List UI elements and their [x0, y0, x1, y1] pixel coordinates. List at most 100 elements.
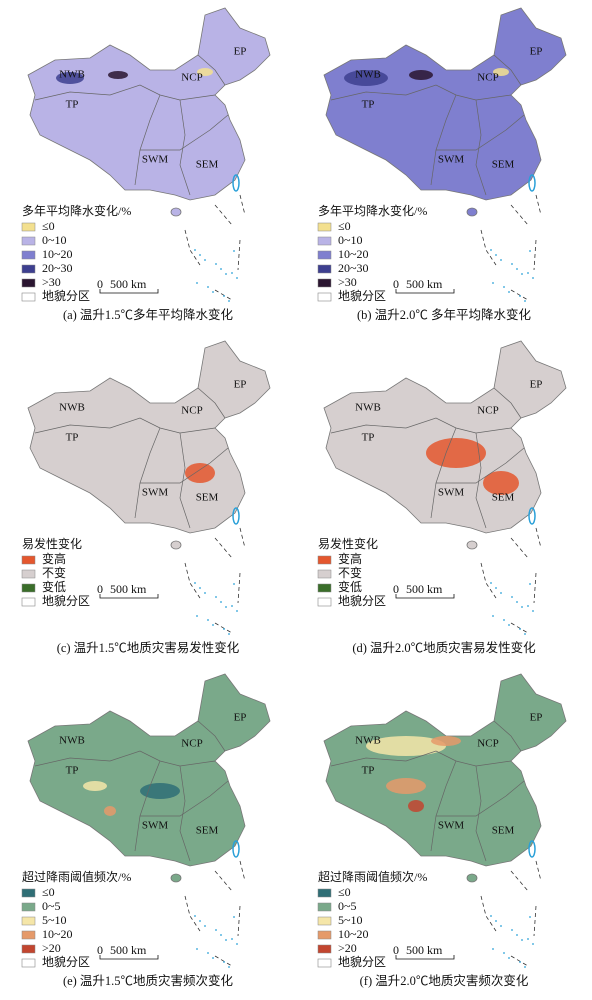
taiwan [232, 840, 240, 858]
legend-swatch [21, 555, 36, 565]
island [199, 254, 201, 256]
taiwan [232, 174, 240, 192]
sea-border [480, 527, 542, 634]
island [231, 605, 233, 607]
panel: NWB EP NCP TP SWM SEM 超过降雨阈值频次/%≤00~55~1010~20… [317, 673, 567, 988]
region-boundary [475, 432, 487, 529]
legend-label: 10~20 [42, 247, 73, 261]
legend-swatch [21, 250, 36, 260]
island [532, 277, 534, 279]
legend-title: 超过降雨阈值频次/% [318, 869, 427, 884]
legend-swatch [21, 597, 36, 607]
sea-border [184, 194, 246, 301]
legend-swatch [21, 930, 36, 940]
island [228, 966, 230, 968]
scale-label: 0 [393, 277, 399, 291]
island [194, 249, 196, 251]
legend-swatch [21, 916, 36, 926]
island [516, 934, 518, 936]
island [492, 615, 494, 617]
legend-title: 超过降雨阈值频次/% [22, 869, 131, 884]
legend-title: 易发性变化 [318, 536, 378, 551]
region-label: NCP [181, 738, 202, 750]
legend-swatch [21, 222, 36, 232]
map-patch [408, 800, 424, 812]
legend-label: 地貌分区 [42, 593, 90, 608]
region-boundary [140, 780, 229, 817]
legend-label: 20~30 [338, 261, 369, 275]
legend-swatch [21, 902, 36, 912]
scale-bar [395, 594, 455, 599]
island [215, 929, 217, 931]
legend-swatch [317, 888, 332, 898]
legend-swatch [317, 569, 332, 579]
legend-label: ≤0 [42, 885, 55, 899]
island [233, 916, 235, 918]
region-boundary [475, 765, 487, 862]
taiwan [528, 507, 536, 525]
panel: NWB EP NCP TP SWM SEM 多年平均降水变化/%≤00~1010~2020~… [21, 7, 271, 322]
island [194, 915, 196, 917]
island [500, 259, 502, 261]
region-label: SWM [438, 154, 465, 166]
country-outline [323, 340, 567, 534]
region-label: NCP [477, 72, 498, 84]
legend-swatch [317, 583, 332, 593]
island [225, 606, 227, 608]
region-label: NWB [355, 69, 381, 81]
island [223, 628, 225, 630]
sea-border [184, 527, 246, 634]
island [212, 957, 214, 959]
legend-swatch [21, 264, 36, 274]
country-outline [27, 673, 271, 867]
island [529, 250, 531, 252]
hainan [466, 540, 478, 550]
legend-swatch [317, 250, 332, 260]
map-patch [140, 783, 180, 799]
island [196, 948, 198, 950]
legend-label: 0~5 [338, 899, 357, 913]
legend-label: 地貌分区 [338, 954, 386, 969]
scale-label: 500 km [406, 277, 443, 291]
legend-label: 地貌分区 [42, 954, 90, 969]
map-patch [104, 806, 116, 816]
scale-bar [99, 289, 159, 294]
island [228, 300, 230, 302]
caption: (a) 温升1.5℃多年平均降水变化 [63, 307, 234, 322]
island [503, 286, 505, 288]
island [199, 920, 201, 922]
scale-label: 500 km [406, 943, 443, 957]
legend-swatch [21, 944, 36, 954]
island [212, 291, 214, 293]
island [223, 295, 225, 297]
taiwan [528, 174, 536, 192]
legend-swatch [21, 236, 36, 246]
legend-swatch [317, 930, 332, 940]
region-boundary [197, 387, 226, 419]
region-label: TP [362, 765, 375, 777]
island [215, 596, 217, 598]
island [490, 582, 492, 584]
scale-label: 500 km [406, 582, 443, 596]
sea-border [480, 860, 542, 967]
island [207, 619, 209, 621]
region-boundary [436, 447, 525, 484]
region-label: NWB [59, 69, 85, 81]
legend-swatch [317, 597, 332, 607]
island [236, 277, 238, 279]
region-boundary [493, 387, 522, 419]
island [529, 583, 531, 585]
legend-label: 5~10 [42, 913, 67, 927]
legend-label: 变高 [42, 551, 66, 566]
island [511, 929, 513, 931]
island [228, 633, 230, 635]
island [532, 610, 534, 612]
region-boundary [430, 760, 457, 852]
map-patch [56, 72, 84, 84]
island [524, 966, 526, 968]
map-patch [83, 781, 107, 791]
island [212, 624, 214, 626]
legend-swatch [21, 958, 36, 968]
island [196, 615, 198, 617]
